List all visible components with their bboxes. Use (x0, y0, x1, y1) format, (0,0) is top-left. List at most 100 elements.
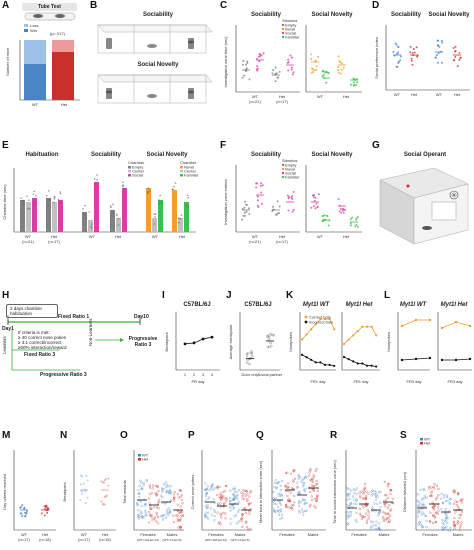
r-point (386, 520, 390, 524)
e-bar-1-2 (58, 200, 63, 232)
r-point (386, 483, 390, 486)
q-point (304, 475, 307, 478)
panel-letter: M (2, 430, 11, 441)
s-point (448, 497, 451, 501)
o-point (161, 496, 164, 499)
s-point (425, 525, 428, 529)
q-point (274, 497, 277, 500)
f-wt-empty-point (244, 214, 247, 217)
s-point (441, 525, 444, 528)
e-bar-1-1 (52, 202, 57, 232)
panel-j: J C57BL/6J Average breakpoint Door only … (226, 290, 284, 390)
o-point (144, 511, 147, 515)
n-x-het: Het (102, 532, 109, 537)
m-het-point (46, 508, 49, 511)
r-point (347, 488, 350, 491)
e2-x-wt: WT (89, 234, 96, 239)
p-x-males: Males (235, 532, 246, 537)
p-point (222, 494, 225, 497)
p-point (231, 498, 234, 501)
o-point (181, 502, 184, 505)
j-point (246, 358, 249, 362)
s-point (430, 486, 433, 489)
d-ylabel: Social preference index (374, 37, 379, 79)
p-point (235, 497, 239, 500)
m-wt-point (23, 506, 26, 509)
s-point (456, 520, 459, 523)
d-wt-nov-point (441, 61, 444, 64)
i-xlabel: PR day (191, 379, 204, 384)
c2-x-wt: WT (317, 94, 324, 99)
pr3-label: Progressive Ratio 3 (40, 372, 87, 378)
q-point (277, 492, 280, 495)
q-point (303, 502, 306, 506)
s-point (448, 502, 451, 506)
s-point (420, 498, 424, 501)
s-point (434, 498, 438, 501)
s-point (452, 502, 455, 505)
n-wt-point (84, 490, 87, 493)
l-point (440, 358, 444, 362)
p-point (229, 509, 232, 512)
o-point (140, 516, 143, 519)
s-point (425, 519, 428, 523)
o-point (144, 503, 147, 506)
f-x-het: Het (279, 234, 286, 239)
q-point (279, 492, 282, 495)
d-het-soc-point (410, 59, 413, 62)
c-wt-empty-point (244, 63, 247, 66)
panel-d: D Sociability Social Novelty Social pref… (372, 0, 474, 110)
q-point (280, 510, 283, 513)
j-point (268, 345, 271, 349)
r-point (348, 504, 351, 507)
l-title-wt: Myt1l WT (399, 302, 427, 308)
e-point (180, 214, 183, 216)
k-point (361, 362, 364, 365)
r-point (389, 492, 392, 495)
e-point (53, 196, 56, 199)
p-point (207, 489, 210, 492)
f-wt-novel-point (312, 196, 315, 199)
n-n-het: (n=18) (99, 537, 111, 542)
e-point (122, 184, 124, 187)
o-chart: Total rewards WT Het Females (WT=10/Het=… (122, 450, 184, 542)
n-wt-point (86, 496, 89, 499)
o-point (147, 511, 151, 514)
q-point (312, 505, 316, 508)
criteria-box: If criteria is met: ≥ 40 correct nose po… (18, 330, 82, 352)
panel-letter: B (90, 0, 98, 11)
r-point (389, 514, 392, 517)
o-point (181, 513, 184, 516)
f-het-novel-point (340, 211, 343, 214)
o-point (149, 507, 152, 511)
f-wt-social-point (260, 191, 263, 194)
x-tick-het: Het (61, 102, 68, 107)
k-point (352, 360, 355, 363)
l-point (400, 324, 404, 328)
p-point (246, 498, 249, 501)
panel-k: K Myt1l WT Myt1l Het Nosepokes Correct h… (286, 290, 382, 390)
p-point (245, 490, 248, 493)
f-wt-novel-point (311, 194, 314, 197)
c-wt-familiar-point (322, 70, 325, 73)
f-wt-novel-point (314, 196, 317, 199)
e-legend2-familiar: Familiar (184, 173, 199, 178)
panel-letter: S (400, 430, 407, 441)
o-point (169, 511, 172, 514)
p-point (229, 518, 232, 521)
p-point (206, 485, 209, 488)
p-point (248, 495, 251, 498)
c-wt-empty-point (248, 78, 251, 81)
e-point (112, 203, 114, 206)
q-point (302, 485, 305, 488)
f-het-empty-point (278, 211, 281, 214)
r-point (363, 516, 366, 519)
j-point (245, 352, 249, 356)
e-title-habituation: Habituation (25, 152, 59, 158)
panel-letter: H (2, 290, 10, 301)
c-wt-empty-point (241, 76, 244, 79)
s-point (446, 521, 449, 525)
r-point (371, 493, 375, 496)
d-wt-nov-point (441, 41, 444, 44)
e-point (35, 194, 37, 197)
